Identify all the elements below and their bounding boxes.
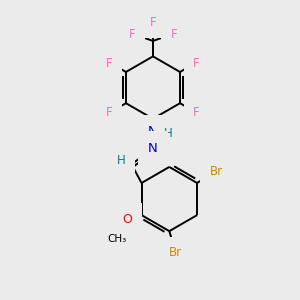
Text: N: N: [148, 142, 158, 155]
Text: N: N: [148, 125, 158, 138]
Text: H: H: [164, 128, 173, 140]
Text: F: F: [170, 28, 177, 40]
Text: Br: Br: [210, 165, 223, 178]
Text: F: F: [106, 57, 113, 70]
Text: F: F: [193, 57, 200, 70]
Text: O: O: [123, 213, 133, 226]
Text: Br: Br: [169, 246, 182, 259]
Text: F: F: [106, 106, 113, 118]
Text: F: F: [150, 16, 156, 29]
Text: F: F: [129, 28, 136, 40]
Text: CH₃: CH₃: [107, 234, 126, 244]
Text: H: H: [117, 154, 125, 167]
Text: F: F: [193, 106, 200, 118]
